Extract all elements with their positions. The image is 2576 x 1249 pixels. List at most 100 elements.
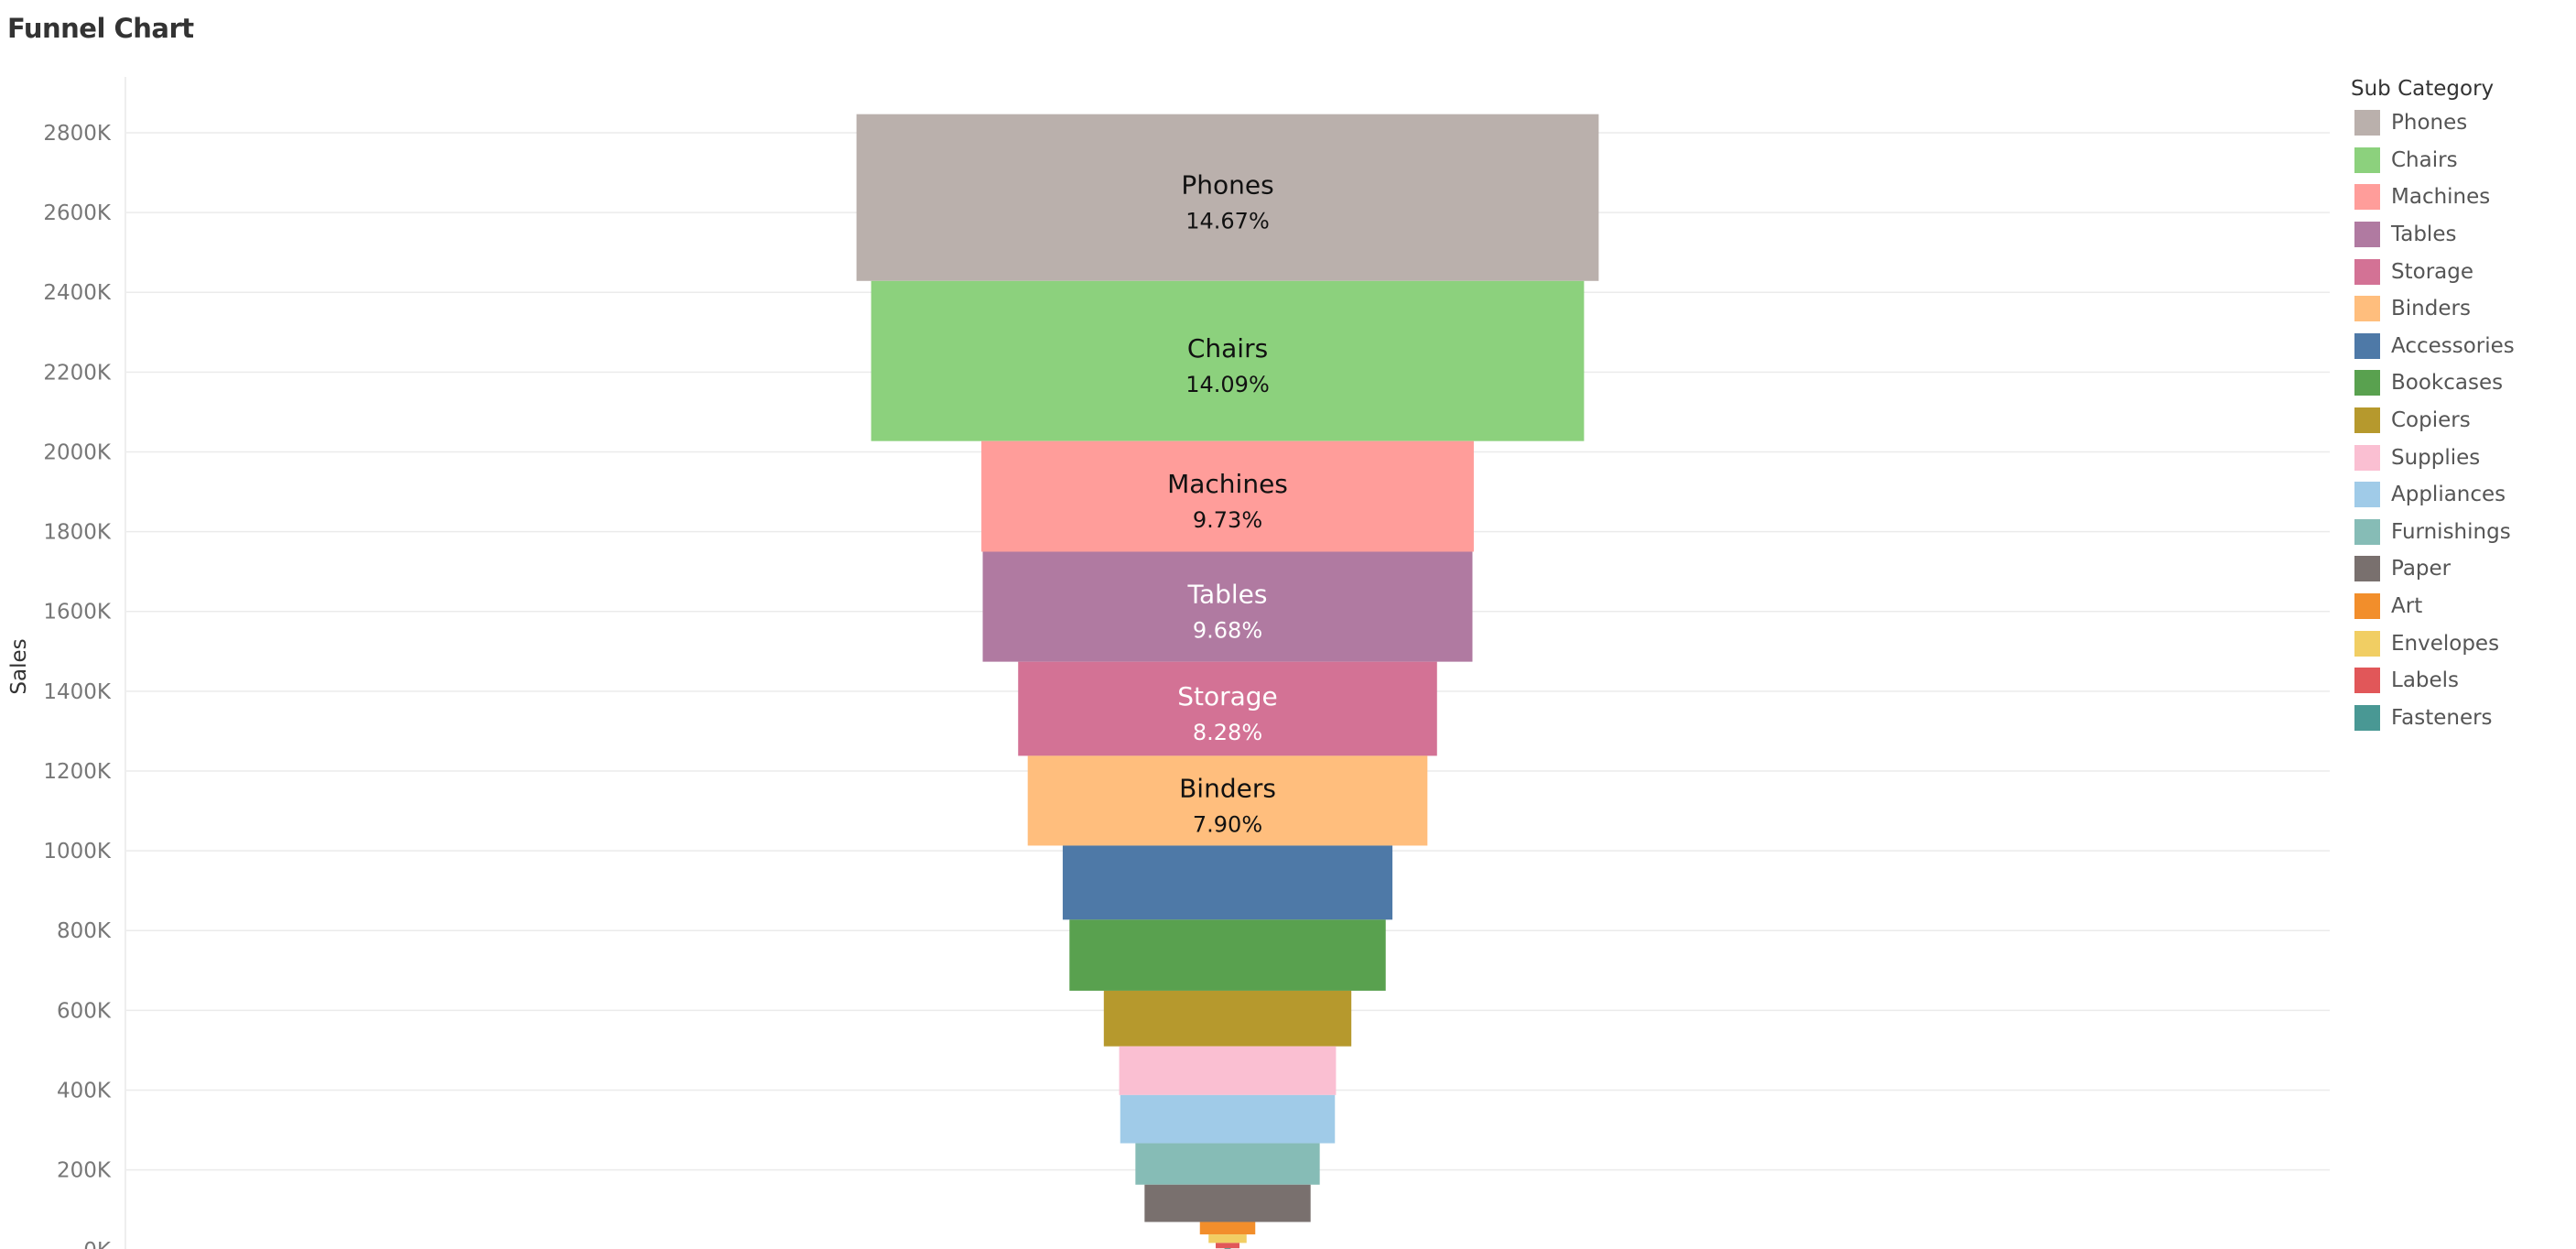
y-tick-label: 1400K xyxy=(43,680,112,704)
legend-swatch xyxy=(2354,444,2380,471)
funnel-bar-phones[interactable] xyxy=(856,114,1599,281)
legend-item-art[interactable]: Art xyxy=(2351,588,2515,625)
bar-label-name: Phones xyxy=(1181,170,1273,201)
bar-label-percent: 9.73% xyxy=(1193,507,1262,533)
y-tick-label: 2400K xyxy=(43,281,112,305)
legend-label: Phones xyxy=(2391,111,2468,136)
legend-swatch xyxy=(2354,556,2380,582)
funnel-bar-accessories[interactable] xyxy=(1062,845,1393,920)
bar-label-name: Binders xyxy=(1179,773,1276,803)
legend-label: Chairs xyxy=(2391,147,2458,172)
y-tick-label: 200K xyxy=(57,1159,112,1183)
bar-label-percent: 7.90% xyxy=(1193,811,1262,837)
legend-label: Bookcases xyxy=(2391,371,2504,396)
legend-title: Sub Category xyxy=(2351,77,2495,101)
y-tick-label: 1600K xyxy=(43,601,112,624)
funnel-bar-chairs[interactable] xyxy=(871,280,1585,441)
bar-label-name: Chairs xyxy=(1187,333,1268,364)
legend-item-accessories[interactable]: Accessories xyxy=(2351,328,2515,365)
legend-swatch xyxy=(2354,518,2380,545)
legend-item-chairs[interactable]: Chairs xyxy=(2351,142,2515,179)
legend-item-envelopes[interactable]: Envelopes xyxy=(2351,624,2515,662)
legend-item-phones[interactable]: Phones xyxy=(2351,104,2515,142)
bar-label-percent: 9.68% xyxy=(1193,618,1262,644)
legend-swatch xyxy=(2354,407,2380,434)
legend-items: Phones Chairs Machines Tables Storage Binders… xyxy=(2351,104,2515,736)
legend-label: Storage xyxy=(2391,259,2473,284)
legend-item-paper[interactable]: Paper xyxy=(2351,550,2515,588)
funnel-bar-art[interactable] xyxy=(1199,1222,1256,1235)
y-tick-label: 2000K xyxy=(43,440,112,464)
legend-swatch xyxy=(2354,332,2380,359)
funnel-bar-machines[interactable] xyxy=(981,440,1474,552)
legend-swatch xyxy=(2354,296,2380,322)
funnel-bar-labels[interactable] xyxy=(1216,1243,1239,1249)
legend-swatch xyxy=(2354,630,2380,657)
y-tick-label: 2200K xyxy=(43,361,112,385)
y-tick-label: 1800K xyxy=(43,521,112,545)
legend-item-bookcases[interactable]: Bookcases xyxy=(2351,364,2515,402)
legend-swatch xyxy=(2354,222,2380,248)
funnel-bar-binders[interactable] xyxy=(1027,755,1428,846)
legend-label: Labels xyxy=(2391,668,2460,693)
bar-label-percent: 14.67% xyxy=(1185,209,1270,234)
funnel-bar-supplies[interactable] xyxy=(1119,1046,1337,1095)
legend-item-storage[interactable]: Storage xyxy=(2351,253,2515,290)
legend-swatch xyxy=(2354,370,2380,396)
legend-item-copiers[interactable]: Copiers xyxy=(2351,402,2515,440)
legend-swatch xyxy=(2354,147,2380,173)
legend-item-fasteners[interactable]: Fasteners xyxy=(2351,700,2515,737)
funnel-bar-appliances[interactable] xyxy=(1120,1094,1336,1144)
legend-item-supplies[interactable]: Supplies xyxy=(2351,439,2515,476)
funnel-bar-furnishings[interactable] xyxy=(1135,1143,1320,1185)
y-tick-label: 2600K xyxy=(43,201,112,225)
chart-title: Funnel Chart xyxy=(7,13,194,44)
legend-label: Art xyxy=(2391,594,2423,619)
legend-swatch xyxy=(2354,258,2380,285)
bar-label-name: Machines xyxy=(1167,469,1288,499)
legend-swatch xyxy=(2354,704,2380,731)
legend-item-machines[interactable]: Machines xyxy=(2351,179,2515,216)
y-tick-label: 600K xyxy=(57,999,112,1023)
legend-label: Accessories xyxy=(2391,333,2515,358)
y-tick-label: 0K xyxy=(83,1239,112,1249)
bar-label-name: Tables xyxy=(1187,580,1268,610)
legend-label: Envelopes xyxy=(2391,631,2500,656)
funnel-bars xyxy=(856,114,1599,1249)
legend-swatch xyxy=(2354,184,2380,211)
legend-item-furnishings[interactable]: Furnishings xyxy=(2351,514,2515,551)
funnel-bar-tables[interactable] xyxy=(982,551,1473,662)
legend-item-labels[interactable]: Labels xyxy=(2351,662,2515,700)
legend-item-binders[interactable]: Binders xyxy=(2351,290,2515,328)
y-tick-label: 1200K xyxy=(43,760,112,784)
funnel-bar-copiers[interactable] xyxy=(1103,990,1352,1047)
funnel-bar-paper[interactable] xyxy=(1144,1184,1311,1222)
legend-swatch xyxy=(2354,668,2380,694)
y-tick-label: 400K xyxy=(57,1080,112,1103)
bar-label-percent: 8.28% xyxy=(1193,720,1262,745)
funnel-bar-envelopes[interactable] xyxy=(1208,1234,1247,1244)
funnel-labels: Phones 14.67% Chairs 14.09% Machines 9.73% Tab… xyxy=(1167,170,1288,838)
legend-label: Paper xyxy=(2391,557,2452,581)
legend-label: Furnishings xyxy=(2391,519,2511,544)
y-tick-label: 1000K xyxy=(43,840,112,863)
legend-swatch xyxy=(2354,482,2380,508)
legend-swatch xyxy=(2354,593,2380,620)
y-tick-label: 2800K xyxy=(43,122,112,146)
legend-label: Fasteners xyxy=(2391,705,2493,730)
legend-label: Binders xyxy=(2391,297,2471,321)
legend-item-tables[interactable]: Tables xyxy=(2351,216,2515,254)
legend-label: Supplies xyxy=(2391,445,2481,470)
bar-label-percent: 14.09% xyxy=(1185,372,1270,397)
legend-swatch xyxy=(2354,110,2380,136)
legend-item-appliances[interactable]: Appliances xyxy=(2351,476,2515,514)
legend-label: Appliances xyxy=(2391,483,2506,507)
legend: Sub Category Phones Chairs Machines Tables S… xyxy=(2351,77,2515,736)
legend-label: Tables xyxy=(2391,223,2457,247)
funnel-bar-bookcases[interactable] xyxy=(1069,919,1386,991)
legend-label: Copiers xyxy=(2391,408,2471,433)
funnel-bar-storage[interactable] xyxy=(1018,661,1437,756)
bar-label-name: Storage xyxy=(1177,681,1278,711)
y-tick-label: 800K xyxy=(57,919,112,943)
